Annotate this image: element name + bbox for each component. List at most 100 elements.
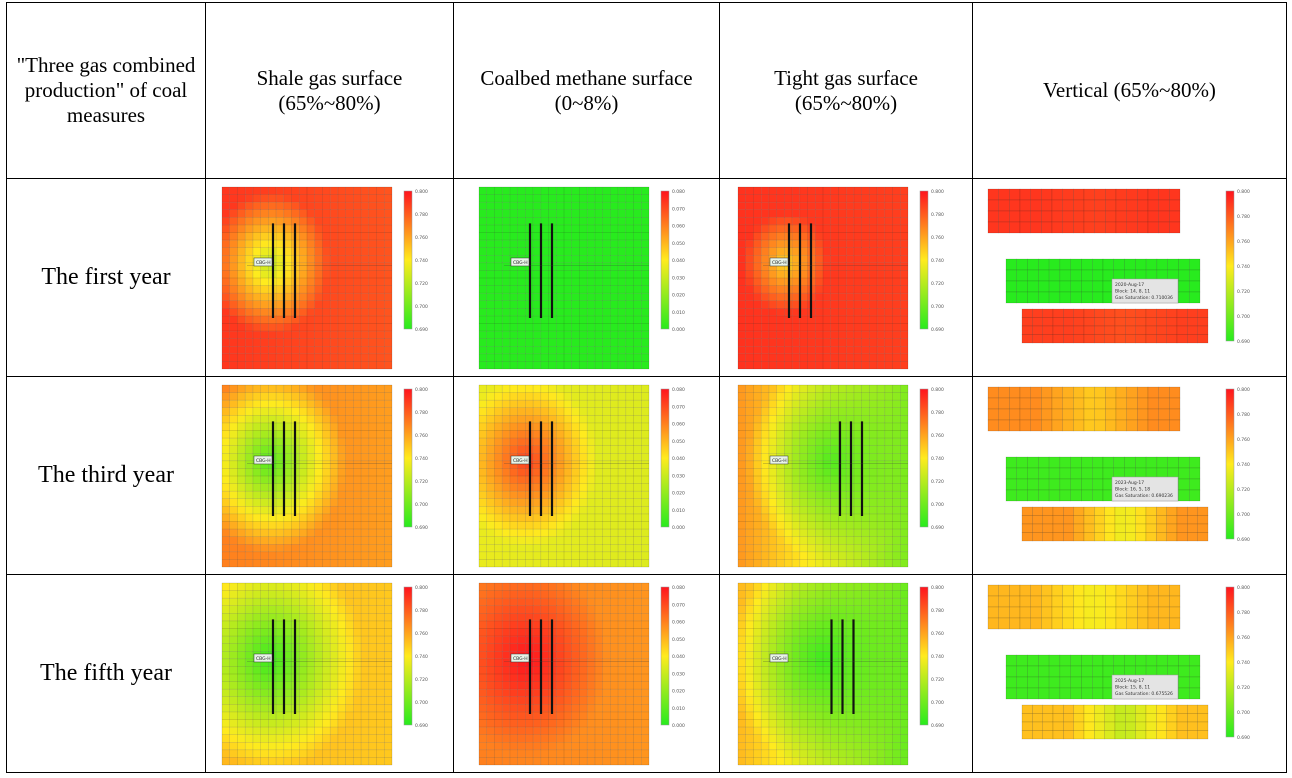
colorbar-tick-label: 0.740 <box>1237 264 1250 270</box>
colorbar-tick-label: 0.000 <box>672 525 685 531</box>
tooltip-line: Block: 14, 8, 11 <box>1115 288 1150 294</box>
colorbar-tick-label: 0.010 <box>672 309 685 315</box>
panel-cell: CBG-H 0.800 0.780 0.760 0.740 0.720 0.700 0.690 <box>205 574 454 773</box>
colorbar-tick-label: 0.690 <box>1237 339 1250 345</box>
row-fifth-year: The fifth year CBG-H 0.800 0.780 0.760 0.740… <box>6 574 1287 773</box>
colorbar-tick-label: 0.700 <box>1237 710 1250 716</box>
colorbar-tick-label: 0.780 <box>1237 412 1250 418</box>
colorbar-tick-label: 0.700 <box>1237 512 1250 518</box>
corner-header: "Three gas combined production" of coal … <box>6 2 206 179</box>
colorbar-tick-label: 0.050 <box>672 636 685 642</box>
panel-cell: 2025-Aug-17 Block: 15, 8, 11 Gas Saturatio… <box>972 574 1287 773</box>
colorbar-tick-label: 0.720 <box>931 281 944 287</box>
colorbar-tick-label: 0.720 <box>1237 487 1250 493</box>
colorbar-tick-label: 0.760 <box>415 433 428 439</box>
shale-surface-map: CBG-H 0.800 0.780 0.760 0.740 0.720 0.700 0.690 <box>221 186 428 369</box>
colorbar: 0.800 0.780 0.760 0.740 0.720 0.700 0.690 <box>919 585 944 729</box>
colorbar-tick-label: 0.080 <box>672 387 685 393</box>
colorbar-tick-label: 0.020 <box>672 688 685 694</box>
colorbar: 0.800 0.780 0.760 0.740 0.720 0.700 0.690 <box>1225 387 1250 543</box>
colorbar-tick-label: 0.040 <box>672 258 685 264</box>
colorbar-tick-label: 0.020 <box>672 292 685 298</box>
colorbar-tick-label: 0.050 <box>672 438 685 444</box>
well-label: CBG-H <box>769 455 789 464</box>
tight-surface-map: CBG-H 0.800 0.780 0.760 0.740 0.720 0.700 0.690 <box>737 582 944 765</box>
colorbar-tick-label: 0.690 <box>931 525 944 531</box>
svg-text:CBG-H: CBG-H <box>772 457 787 463</box>
svg-text:CBG-H: CBG-H <box>513 259 528 265</box>
well-label: CBG-H <box>510 653 529 662</box>
colorbar-tick-label: 0.070 <box>672 404 685 410</box>
colorbar-tick-label: 0.720 <box>415 677 428 683</box>
section-layer <box>987 584 1180 629</box>
well-label: CBG-H <box>510 455 529 464</box>
colorbar: 0.800 0.780 0.760 0.740 0.720 0.700 0.690 <box>919 189 944 333</box>
colorbar-tick-label: 0.720 <box>1237 685 1250 691</box>
cbm-surface-map: CBG-H 0.080 0.070 0.060 0.050 0.040 0.030 0.020… <box>478 384 685 567</box>
colorbar: 0.800 0.780 0.760 0.740 0.720 0.700 0.690 <box>403 189 428 333</box>
colorbar-tick-label: 0.760 <box>931 235 944 241</box>
colorbar-tick-label: 0.720 <box>1237 289 1250 295</box>
colorbar-tick-label: 0.780 <box>1237 610 1250 616</box>
colorbar-tick-label: 0.080 <box>672 585 685 591</box>
colorbar-tick-label: 0.030 <box>672 671 685 677</box>
colorbar: 0.800 0.780 0.760 0.740 0.720 0.700 0.690 <box>1225 189 1250 345</box>
colorbar-tick-label: 0.760 <box>415 631 428 637</box>
shale-surface-map: CBG-H 0.800 0.780 0.760 0.740 0.720 0.700 0.690 <box>221 582 428 765</box>
panel-cell: CBG-H 0.800 0.780 0.760 0.740 0.720 0.700 0.690 <box>719 574 973 773</box>
colorbar-tick-label: 0.800 <box>931 387 944 393</box>
panel-cell: 2023-Aug-17 Block: 16, 5, 18 Gas Saturatio… <box>972 376 1287 575</box>
colorbar-tick-label: 0.740 <box>931 258 944 264</box>
tooltip-line: 2023-Aug-17 <box>1115 480 1144 486</box>
colorbar-tick-label: 0.800 <box>415 189 428 195</box>
row-first-year: The first year CBG-H 0.800 0.780 0.760 0.740… <box>6 178 1287 377</box>
header-row: "Three gas combined production" of coal … <box>6 2 1287 179</box>
colorbar-tick-label: 0.700 <box>931 304 944 310</box>
colorbar-tick-label: 0.690 <box>415 525 428 531</box>
colorbar-tick-label: 0.720 <box>931 479 944 485</box>
colorbar-tick-label: 0.780 <box>931 608 944 614</box>
colorbar-tick-label: 0.800 <box>415 585 428 591</box>
colorbar-tick-label: 0.780 <box>931 212 944 218</box>
colorbar-tick-label: 0.740 <box>1237 462 1250 468</box>
colorbar: 0.800 0.780 0.760 0.740 0.720 0.700 0.690 <box>403 387 428 531</box>
colorbar-tick-label: 0.760 <box>1237 437 1250 443</box>
cbm-surface-map: CBG-H 0.080 0.070 0.060 0.050 0.040 0.030 0.020… <box>478 582 685 765</box>
colorbar-tick-label: 0.690 <box>931 723 944 729</box>
colorbar-tick-label: 0.030 <box>672 473 685 479</box>
colorbar-tick-label: 0.010 <box>672 705 685 711</box>
colorbar-tick-label: 0.800 <box>1237 585 1250 591</box>
tooltip-line: Block: 15, 8, 11 <box>1115 684 1150 690</box>
well-label: CBG-H <box>769 257 789 266</box>
colorbar-tick-label: 0.760 <box>1237 239 1250 245</box>
colorbar-tick-label: 0.060 <box>672 223 685 229</box>
tooltip-line: Gas Saturation: 0.675526 <box>1115 691 1173 697</box>
tooltip-line: Gas Saturation: 0.710036 <box>1115 295 1173 301</box>
colorbar: 0.800 0.780 0.760 0.740 0.720 0.700 0.690 <box>403 585 428 729</box>
colorbar-tick-label: 0.780 <box>1237 214 1250 220</box>
section-layer <box>1021 308 1208 343</box>
colorbar-tick-label: 0.700 <box>931 700 944 706</box>
colorbar-tick-label: 0.700 <box>931 502 944 508</box>
colorbar-tick-label: 0.740 <box>415 258 428 264</box>
colorbar-tick-label: 0.720 <box>931 677 944 683</box>
colorbar-tick-label: 0.700 <box>1237 314 1250 320</box>
panel-cell: CBG-H 0.080 0.070 0.060 0.050 0.040 0.030 0.020… <box>453 178 720 377</box>
colorbar-tick-label: 0.780 <box>931 410 944 416</box>
colorbar-tick-label: 0.800 <box>415 387 428 393</box>
tooltip-line: 2020-Aug-17 <box>1115 282 1144 288</box>
svg-text:CBG-H: CBG-H <box>513 457 528 463</box>
colorbar-tick-label: 0.800 <box>931 189 944 195</box>
colorbar-tick-label: 0.800 <box>1237 189 1250 195</box>
colorbar-tick-label: 0.040 <box>672 456 685 462</box>
section-layer <box>987 188 1180 233</box>
colorbar-tick-label: 0.070 <box>672 206 685 212</box>
well-label: CBG-H <box>253 257 272 266</box>
well-label: CBG-H <box>253 455 272 464</box>
colorbar-tick-label: 0.690 <box>1237 537 1250 543</box>
section-layer <box>1021 704 1208 739</box>
